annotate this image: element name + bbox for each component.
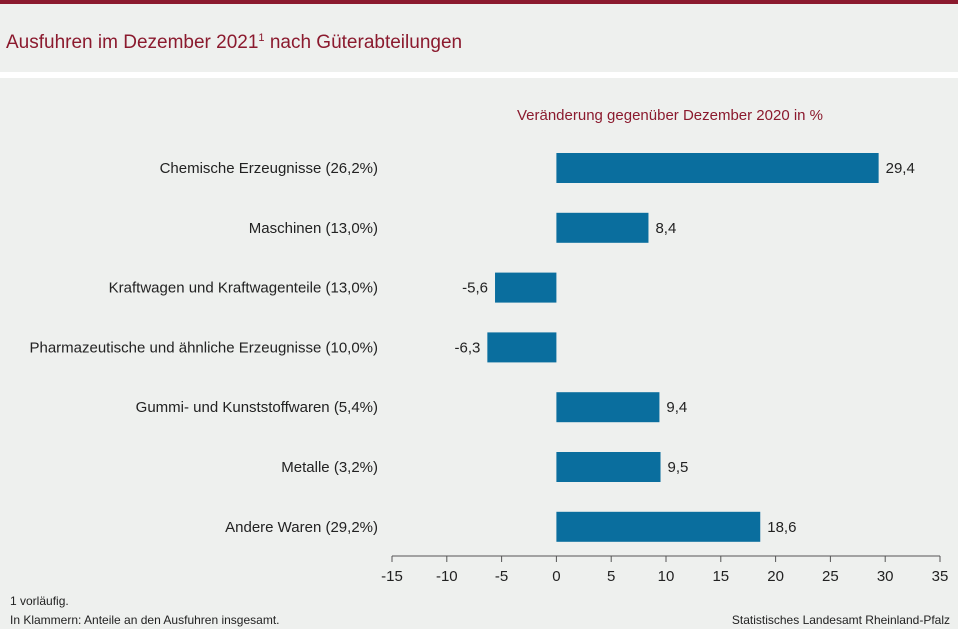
category-label: Kraftwagen und Kraftwagenteile (13,0%)	[109, 280, 378, 297]
data-label: -5,6	[462, 280, 488, 297]
x-tick-label: 20	[767, 568, 784, 585]
title-footnote-mark: 1	[258, 32, 265, 44]
x-tick-label: 25	[822, 568, 839, 585]
category-label: Gummi- und Kunststoffwaren (5,4%)	[136, 399, 378, 416]
data-label: 18,6	[767, 519, 796, 536]
bar-6	[556, 452, 661, 482]
category-label: Chemische Erzeugnisse (26,2%)	[160, 160, 378, 177]
bar-1	[556, 153, 879, 183]
footnote-preliminary: 1 vorläufig.	[10, 594, 69, 608]
source-credit: Statistisches Landesamt Rheinland-Pfalz	[731, 613, 950, 627]
x-tick-label: 30	[877, 568, 894, 585]
category-label: Metalle (3,2%)	[281, 459, 378, 476]
data-label: 9,5	[668, 459, 689, 476]
chart-subtitle: Veränderung gegenüber Dezember 2020 in %	[517, 107, 823, 124]
bar-7	[556, 511, 761, 542]
x-tick-label: 10	[658, 568, 675, 585]
bar-4	[487, 332, 557, 363]
category-label: Andere Waren (29,2%)	[225, 519, 378, 536]
page-title: Ausfuhren im Dezember 20211 nach Güterab…	[6, 32, 462, 54]
category-label: Maschinen (13,0%)	[249, 220, 378, 237]
title-text: Ausfuhren im Dezember 2021	[6, 32, 259, 53]
bar-3	[495, 272, 557, 303]
title-divider	[0, 72, 958, 78]
x-tick-label: 35	[932, 568, 949, 585]
bar-2	[556, 212, 649, 243]
top-accent-rule	[0, 0, 958, 4]
data-label: 9,4	[666, 399, 687, 416]
x-tick-label: 0	[552, 568, 560, 585]
title-text-rest: nach Güterabteilungen	[264, 32, 463, 53]
data-label: -6,3	[454, 339, 480, 356]
bar-5	[556, 392, 660, 423]
x-tick-label: -10	[436, 568, 458, 585]
footnote-shares: In Klammern: Anteile an den Ausfuhren in…	[10, 613, 280, 627]
x-tick-label: -5	[495, 568, 508, 585]
data-label: 8,4	[655, 220, 676, 237]
x-tick-label: 15	[712, 568, 729, 585]
category-label: Pharmazeutische und ähnliche Erzeugnisse…	[29, 339, 378, 356]
title-band: Ausfuhren im Dezember 20211 nach Güterab…	[0, 4, 958, 72]
x-tick-label: -15	[381, 568, 403, 585]
data-label: 29,4	[886, 160, 915, 177]
x-tick-label: 5	[607, 568, 615, 585]
